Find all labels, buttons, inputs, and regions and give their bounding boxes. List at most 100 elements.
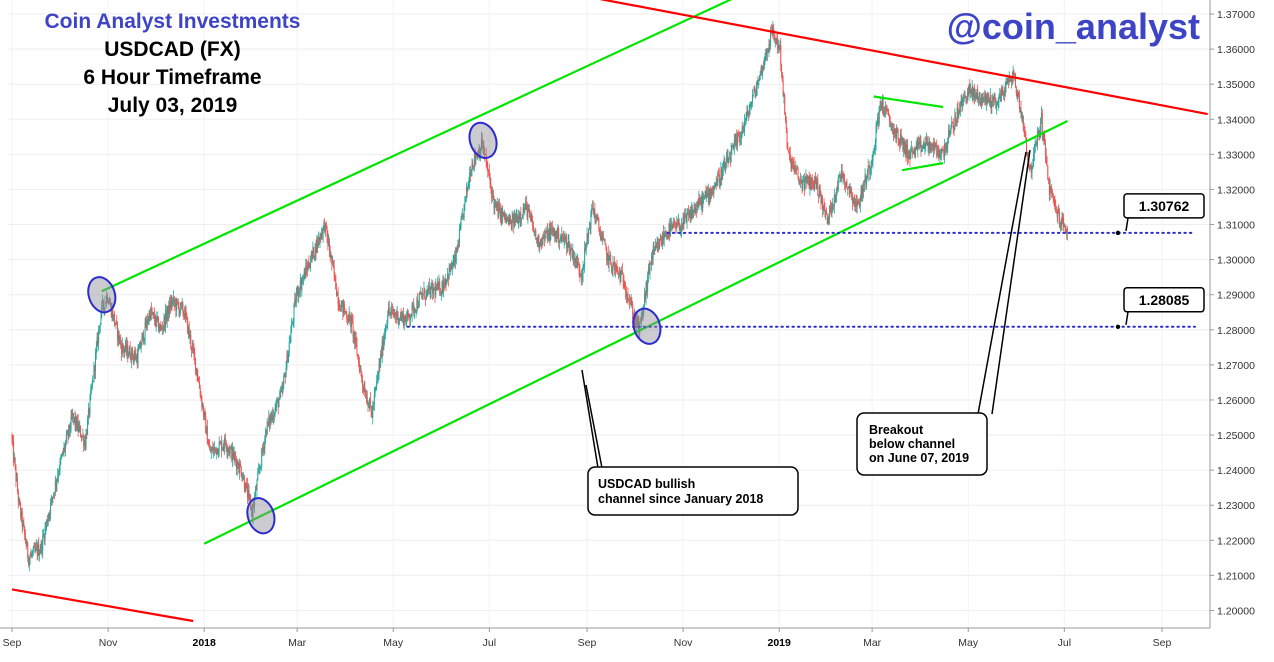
candle-body — [363, 387, 365, 390]
candle-body — [748, 110, 750, 116]
candle-body — [747, 112, 749, 116]
candle-body — [476, 156, 478, 158]
candle-body — [594, 210, 596, 220]
candle-body — [90, 389, 92, 397]
candle-body — [720, 168, 722, 179]
candle-body — [202, 405, 204, 407]
candle-body — [265, 430, 267, 435]
candle-body — [908, 153, 910, 160]
candle-body — [921, 147, 923, 153]
channel-touch-ellipse — [468, 121, 498, 159]
candle-body — [815, 182, 817, 189]
candle-body — [1005, 82, 1007, 87]
candle-body — [840, 175, 842, 180]
candle-body — [733, 140, 735, 149]
candle-body — [438, 281, 440, 286]
candle-body — [533, 230, 535, 232]
price-tick-label: 1.35000 — [1217, 79, 1255, 91]
candle-body — [828, 217, 830, 219]
candle-body — [737, 133, 739, 136]
candle-body — [139, 342, 141, 349]
candle-body — [832, 205, 834, 209]
candle-body — [299, 280, 301, 294]
candle-body — [96, 337, 98, 347]
candle-body — [444, 280, 446, 287]
candle-body — [25, 541, 27, 547]
candle-body — [248, 490, 250, 495]
candle-body — [164, 316, 166, 327]
candle-body — [249, 494, 251, 499]
candle-body — [108, 303, 110, 305]
candle-body — [287, 353, 289, 363]
candle-body — [915, 144, 917, 148]
candle-body — [515, 217, 517, 223]
candle-body — [854, 201, 856, 207]
candle-body — [676, 222, 678, 229]
candle-body — [524, 209, 526, 213]
candle-body — [648, 267, 650, 273]
candle-body — [327, 235, 329, 246]
candle-body — [232, 448, 234, 461]
candle-body — [536, 238, 538, 247]
time-tick-label: 2018 — [193, 637, 217, 649]
candle-body — [62, 451, 64, 453]
candle-body — [848, 186, 850, 188]
candle-body — [45, 526, 47, 528]
candle-body — [1018, 92, 1020, 95]
candle-body — [61, 455, 63, 459]
candle-body — [1010, 78, 1012, 83]
candle-body — [1022, 116, 1024, 130]
candle-body — [255, 489, 257, 491]
candle-body — [287, 351, 289, 363]
candle-body — [195, 358, 197, 372]
candle-body — [193, 347, 195, 354]
candle-body — [630, 301, 632, 304]
candle-body — [80, 426, 82, 437]
candle-body — [987, 97, 989, 102]
candle-body — [777, 45, 779, 49]
candle-body — [845, 181, 847, 186]
candle-body — [710, 188, 712, 197]
candle-body — [972, 86, 974, 97]
candle-body — [621, 270, 623, 275]
candle-body — [94, 365, 96, 372]
candle-body — [241, 475, 243, 479]
candle-body — [336, 289, 338, 296]
candle-body — [392, 309, 394, 314]
candle-body — [883, 113, 885, 115]
candle-body — [532, 219, 534, 227]
candle-body — [930, 143, 932, 153]
candle-body — [464, 197, 466, 205]
candle-body — [155, 316, 157, 326]
candle-body — [410, 314, 412, 318]
candle-body — [156, 316, 158, 320]
candle-body — [159, 325, 161, 330]
candle-body — [631, 301, 633, 306]
candle-body — [934, 144, 936, 147]
candle-body — [656, 243, 658, 249]
candle-body — [970, 90, 972, 94]
candle-body — [747, 110, 749, 113]
candle-body — [288, 342, 290, 352]
candle-body — [246, 482, 248, 486]
candle-body — [587, 233, 589, 239]
candle-body — [571, 249, 573, 257]
candle-body — [365, 396, 367, 398]
candle-body — [959, 109, 961, 113]
candle-body — [253, 504, 255, 506]
price-tick-label: 1.32000 — [1217, 184, 1255, 196]
candle-body — [1044, 142, 1046, 156]
candle-body — [1037, 130, 1039, 145]
candle-body — [890, 123, 892, 126]
candle-body — [172, 300, 174, 305]
candle-body — [702, 197, 704, 208]
candle-body — [215, 448, 217, 454]
candle-body — [101, 303, 103, 314]
candle-body — [280, 391, 282, 393]
candle-body — [553, 229, 555, 237]
candle-body — [549, 227, 551, 240]
candle-body — [848, 186, 850, 195]
candle-body — [605, 244, 607, 249]
candle-body — [896, 127, 898, 139]
candle-body — [955, 122, 957, 124]
